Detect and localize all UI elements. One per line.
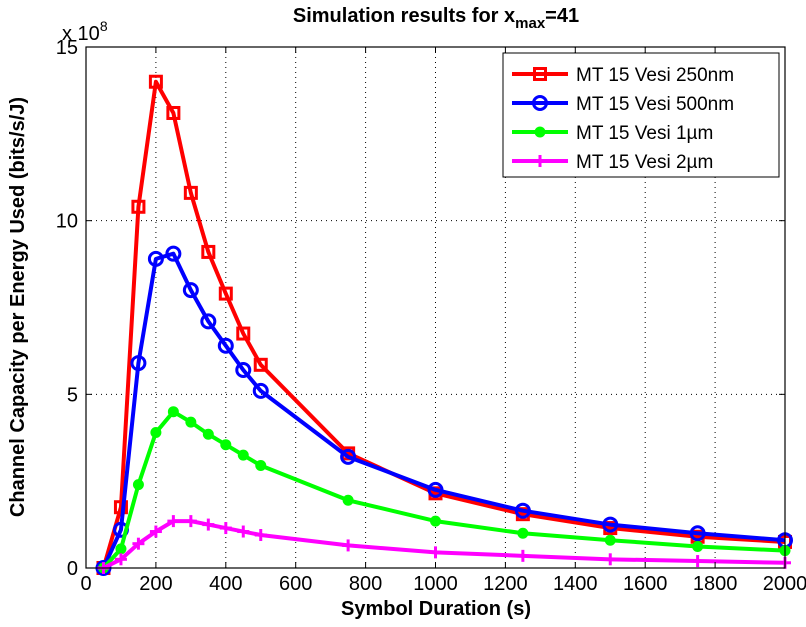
- series-2-point: [182, 282, 199, 299]
- series-1-point: [183, 185, 198, 200]
- series-4-point: [691, 555, 704, 568]
- x-tick-label: 1200: [483, 573, 528, 595]
- legend-label: MT 15 Vesi 500nm: [576, 94, 734, 115]
- series-1-point: [148, 74, 163, 89]
- series-3-point: [185, 416, 197, 428]
- series-group: [95, 74, 793, 576]
- legend-label: MT 15 Vesi 250nm: [576, 65, 734, 86]
- series-3-point: [220, 439, 232, 451]
- x-tick-label: 1000: [413, 573, 458, 595]
- series-line-1: [101, 79, 786, 569]
- series-3-point: [692, 540, 704, 552]
- series-4-point: [604, 553, 617, 566]
- series-line-2: [101, 251, 786, 569]
- x-tick-label: 2000: [763, 573, 806, 595]
- series-2-point: [514, 502, 531, 519]
- x-tick-label: 800: [349, 573, 382, 595]
- series-4-point: [516, 549, 529, 562]
- y-exponent-power: 8: [100, 18, 108, 34]
- series-4-point: [219, 522, 232, 535]
- series-4-point: [342, 539, 355, 552]
- series-line-3: [101, 409, 786, 570]
- series-4-point: [202, 518, 215, 531]
- legend-label: MT 15 Vesi 2µm: [576, 152, 713, 173]
- y-exponent-base: x 10: [62, 23, 100, 45]
- series-4-point: [184, 515, 197, 528]
- series-2-point: [200, 313, 217, 330]
- series-2-point: [165, 245, 182, 262]
- axis-ticks: 0 200 400 600 800 1000 1200 1400 1600 1800 2000 0 5 1…: [56, 37, 806, 595]
- y-tick-label: 10: [56, 211, 78, 233]
- series-3-point: [430, 515, 441, 527]
- y-tick-label: 0: [67, 558, 78, 580]
- y-tick-label: 5: [67, 384, 78, 406]
- series-3-point: [342, 494, 354, 506]
- series-2-point: [130, 355, 147, 372]
- legend: MT 15 Vesi 250nm MT 15 Vesi 500nm MT 15 Ve…: [502, 52, 780, 178]
- series-3-point: [255, 460, 267, 472]
- series-3-point: [132, 479, 144, 491]
- legend-swatch-marker: [533, 67, 547, 81]
- series-1-point: [218, 286, 233, 301]
- x-tick-label: 600: [279, 573, 312, 595]
- y-exponent-label: x 108: [62, 18, 108, 45]
- series-2-point: [340, 448, 357, 465]
- chart-title-main: Simulation results for x: [293, 5, 515, 27]
- x-tick-label: 200: [139, 573, 172, 595]
- series-2-point: [252, 382, 269, 399]
- series-2-point: [602, 516, 619, 533]
- series-3-point: [237, 449, 249, 461]
- x-tick-label: 400: [209, 573, 242, 595]
- chart-title-suffix: =41: [545, 5, 579, 27]
- legend-swatch-marker: [534, 126, 546, 138]
- chart-title-subscript: max: [515, 15, 546, 32]
- series-3-point: [150, 427, 162, 439]
- series-4-point: [167, 515, 180, 528]
- series-4-point: [149, 525, 162, 538]
- series-2-point: [147, 250, 164, 267]
- series-4-point: [132, 537, 145, 550]
- series-3-point: [517, 527, 529, 539]
- series-1-point: [201, 244, 216, 259]
- series-4-point: [237, 525, 250, 538]
- legend-swatch-marker: [532, 95, 548, 111]
- y-tick-label: 15: [56, 37, 78, 59]
- series-line-4: [102, 519, 786, 570]
- series-4-point: [254, 529, 267, 542]
- series-4-point: [429, 546, 442, 559]
- series-2-point: [427, 481, 444, 498]
- x-tick-label: 0: [80, 573, 91, 595]
- grid-lines: [86, 47, 785, 568]
- x-tick-label: 1400: [553, 573, 598, 595]
- legend-swatch-marker: [534, 155, 546, 167]
- series-1-point: [236, 326, 251, 341]
- y-axis-label: Channel Capacity per Energy Used (bits/s…: [7, 97, 29, 517]
- x-axis-label: Symbol Duration (s): [341, 598, 531, 620]
- series-1-point: [166, 105, 181, 120]
- series-2-point: [217, 337, 234, 354]
- series-4-point: [114, 553, 127, 566]
- x-tick-label: 1800: [693, 573, 738, 595]
- series-3-point: [202, 428, 214, 440]
- legend-label: MT 15 Vesi 1µm: [576, 123, 713, 144]
- series-1-point: [131, 199, 146, 214]
- series-3-point: [167, 406, 179, 418]
- series-3-point: [604, 534, 616, 546]
- series-2-point: [689, 525, 706, 542]
- x-tick-label: 1600: [623, 573, 668, 595]
- series-3-point: [115, 543, 127, 555]
- series-2-point: [235, 362, 252, 379]
- chart-title: Simulation results for xmax=41: [293, 5, 579, 32]
- series-1-point: [253, 357, 268, 372]
